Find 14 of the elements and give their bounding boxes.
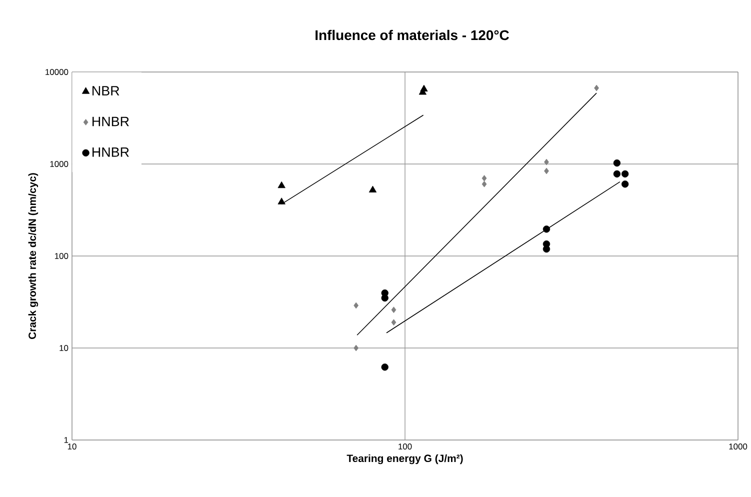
chart-title: Influence of materials - 120°C <box>316 30 509 40</box>
y-tick-label: 10 <box>60 345 68 351</box>
legend-label: NBR <box>92 86 120 96</box>
legend-label: HNBR <box>92 147 129 157</box>
y-tick-label: 100 <box>54 253 68 259</box>
y-axis-title: Crack growth rate dc/dN (nm/cyc) <box>28 173 38 339</box>
legend-label: HNBR <box>92 116 129 126</box>
x-tick-label: 10 <box>68 444 76 450</box>
x-tick-label: 100 <box>398 444 412 450</box>
x-axis-title: Tearing energy G (J/m²) <box>346 454 463 464</box>
x-tick-label: 1000 <box>729 444 748 450</box>
y-tick-label: 1000 <box>50 161 68 167</box>
y-tick-label: 1 <box>64 437 68 443</box>
y-tick-label: 10000 <box>46 69 68 75</box>
